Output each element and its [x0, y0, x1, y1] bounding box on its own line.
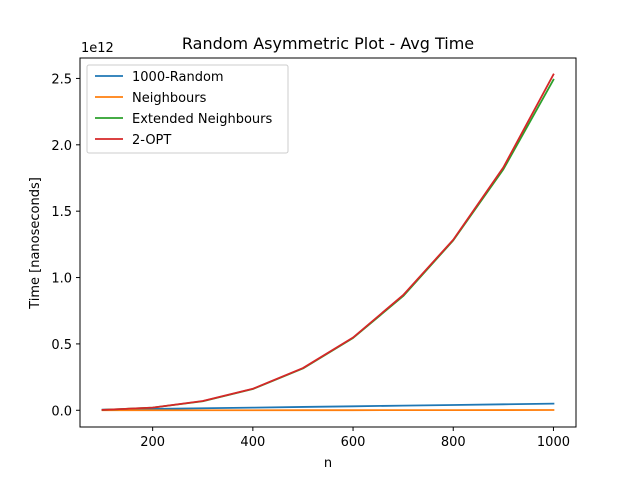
y-tick-label-3: 1.5: [51, 205, 72, 220]
legend: 1000-Random Neighbours Extended Neighbours…: [86, 64, 289, 154]
legend-label-neighbours: Neighbours: [132, 91, 207, 106]
x-axis-label: n: [324, 456, 332, 471]
x-tick-label-1: 400: [240, 435, 265, 450]
x-axis: 200 400 600 800 1000: [140, 427, 570, 450]
legend-label-extended-neighbours: Extended Neighbours: [132, 112, 272, 127]
legend-label-1000-random: 1000-Random: [132, 70, 224, 85]
x-tick-label-0: 200: [140, 435, 165, 450]
y-axis-label: Time [nanoseconds]: [28, 177, 43, 310]
legend-label-2-opt: 2-OPT: [132, 133, 171, 148]
plot-frame: [79, 57, 577, 428]
x-tick-label-4: 1000: [537, 435, 570, 450]
x-tick-label-3: 800: [441, 435, 466, 450]
chart-title: Random Asymmetric Plot - Avg Time: [182, 34, 474, 53]
y-axis: 0.0 0.5 1.0 1.5 2.0 2.5: [51, 72, 80, 419]
y-tick-label-1: 0.5: [51, 338, 72, 353]
series-line-2-opt: [101, 73, 555, 411]
series-line-1000-random: [101, 402, 555, 411]
y-tick-label-4: 2.0: [51, 139, 72, 154]
y-axis-offset-label: 1e12: [81, 41, 114, 56]
y-tick-label-0: 0.0: [51, 404, 72, 419]
x-tick-label-2: 600: [341, 435, 366, 450]
legend-box: [86, 64, 289, 154]
y-tick-label-5: 2.5: [51, 72, 72, 87]
y-tick-label-2: 1.0: [51, 272, 72, 287]
series-lines: [101, 73, 555, 412]
